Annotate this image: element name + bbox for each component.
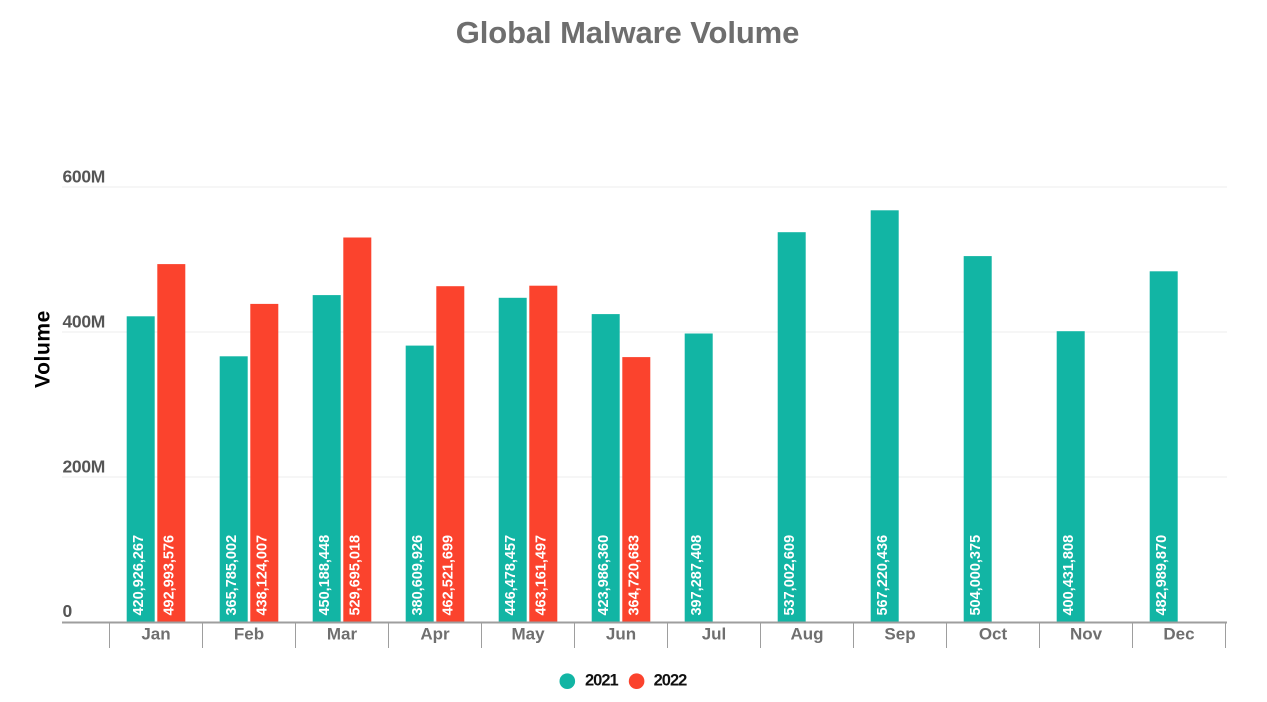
svg-text:Apr: Apr xyxy=(420,624,450,643)
svg-text:600M: 600M xyxy=(63,167,106,187)
svg-text:529,695,018: 529,695,018 xyxy=(348,535,364,616)
svg-text:Feb: Feb xyxy=(234,624,264,643)
svg-text:Mar: Mar xyxy=(327,624,358,643)
svg-text:400M: 400M xyxy=(63,312,106,332)
svg-text:Dec: Dec xyxy=(1163,624,1194,643)
svg-text:200M: 200M xyxy=(63,457,106,477)
svg-text:420,926,267: 420,926,267 xyxy=(131,535,147,616)
svg-text:May: May xyxy=(511,624,545,643)
svg-text:Volume: Volume xyxy=(32,310,55,388)
svg-text:492,993,576: 492,993,576 xyxy=(162,535,178,616)
svg-text:364,720,683: 364,720,683 xyxy=(627,535,643,616)
svg-text:438,124,007: 438,124,007 xyxy=(255,535,271,616)
svg-text:380,609,926: 380,609,926 xyxy=(410,535,426,616)
svg-text:365,785,002: 365,785,002 xyxy=(224,535,240,616)
svg-text:Jan: Jan xyxy=(141,624,170,643)
svg-text:567,220,436: 567,220,436 xyxy=(875,535,891,616)
svg-text:537,002,609: 537,002,609 xyxy=(782,535,798,616)
svg-text:Jun: Jun xyxy=(606,624,636,643)
svg-text:Aug: Aug xyxy=(790,624,823,643)
svg-text:Nov: Nov xyxy=(1070,624,1103,643)
svg-text:2021: 2021 xyxy=(585,672,619,690)
svg-text:400,431,808: 400,431,808 xyxy=(1061,535,1077,616)
svg-text:504,000,375: 504,000,375 xyxy=(968,535,984,616)
svg-text:462,521,699: 462,521,699 xyxy=(441,535,457,616)
svg-text:423,986,360: 423,986,360 xyxy=(596,535,612,616)
svg-text:397,287,408: 397,287,408 xyxy=(689,535,705,616)
svg-text:Oct: Oct xyxy=(979,624,1008,643)
svg-text:Global Malware Volume: Global Malware Volume xyxy=(456,15,800,50)
svg-text:2022: 2022 xyxy=(654,672,688,690)
svg-text:Sep: Sep xyxy=(884,624,915,643)
svg-text:450,188,448: 450,188,448 xyxy=(317,535,333,616)
svg-text:Jul: Jul xyxy=(702,624,727,643)
svg-text:463,161,497: 463,161,497 xyxy=(534,535,550,616)
svg-text:0: 0 xyxy=(63,601,73,621)
svg-text:446,478,457: 446,478,457 xyxy=(503,535,519,616)
svg-text:482,989,870: 482,989,870 xyxy=(1154,535,1170,616)
